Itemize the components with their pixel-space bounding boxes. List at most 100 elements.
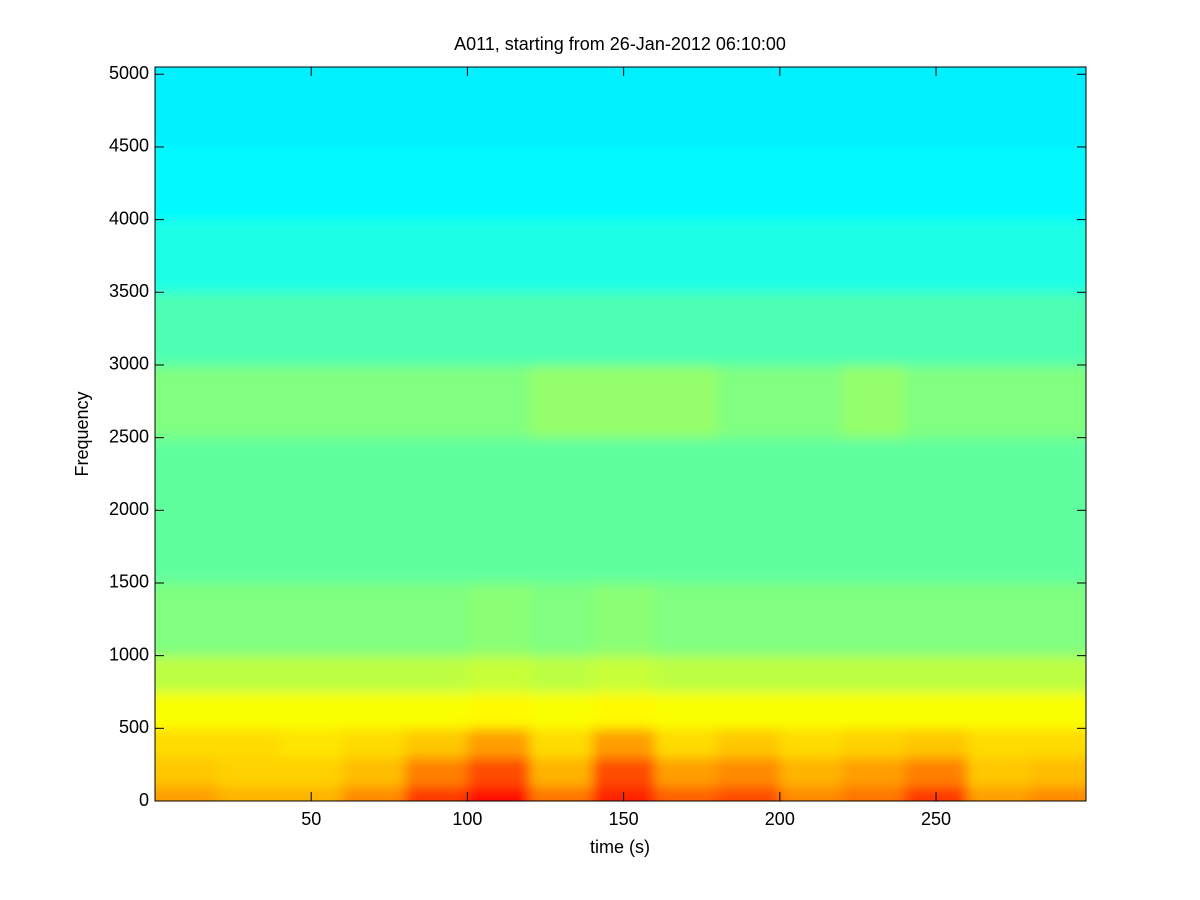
heatmap-cell [155, 728, 218, 758]
heatmap-cell [967, 219, 1031, 293]
heatmap-cell [717, 219, 781, 293]
heatmap-cell [279, 691, 343, 729]
heatmap-cell [779, 219, 843, 293]
heatmap-cell [904, 292, 968, 366]
heatmap-cell [592, 655, 656, 693]
heatmap-cell [904, 510, 968, 584]
heatmap-cell [529, 292, 593, 366]
heatmap-cell [467, 219, 531, 293]
heatmap-cell [779, 691, 843, 729]
heatmap-cell [842, 691, 906, 729]
heatmap-cell [654, 219, 718, 293]
heatmap-cell [654, 757, 718, 787]
heatmap-cell [155, 655, 218, 693]
plot-frame [154, 66, 1087, 802]
heatmap-cell [654, 728, 718, 758]
heatmap-cell [217, 510, 281, 584]
heatmap-cell [404, 757, 468, 787]
heatmap-cell [342, 437, 406, 511]
heatmap-cell [904, 655, 968, 693]
heatmap-cell [779, 786, 843, 801]
heatmap-cell [342, 757, 406, 787]
heatmap-cell [467, 691, 531, 729]
heatmap-cell [404, 655, 468, 693]
heatmap-cell [654, 146, 718, 221]
heatmap-cell [592, 364, 656, 439]
y-tick-label: 2000 [109, 499, 149, 519]
heatmap-cell [217, 292, 281, 366]
heatmap-cell [967, 582, 1031, 657]
heatmap-cell [654, 510, 718, 584]
heatmap-cell [342, 582, 406, 657]
heatmap-cell [967, 655, 1031, 693]
y-tick-label: 1000 [109, 644, 149, 664]
heatmap-cell [717, 728, 781, 758]
heatmap-cell [717, 786, 781, 801]
heatmap-cell [592, 510, 656, 584]
heatmap-cell [1029, 655, 1086, 693]
y-tick-label: 500 [119, 717, 149, 737]
y-axis-label: Frequency [72, 391, 92, 476]
heatmap-cell [904, 67, 968, 148]
heatmap-cell [279, 757, 343, 787]
heatmap-cell [967, 691, 1031, 729]
heatmap-cell [404, 437, 468, 511]
heatmap-cell [529, 691, 593, 729]
heatmap-cell [1029, 728, 1086, 758]
heatmap-cell [217, 655, 281, 693]
heatmap-cell [529, 364, 593, 439]
heatmap-cell [1029, 146, 1086, 221]
heatmap-cell [1029, 219, 1086, 293]
heatmap-cell [1029, 691, 1086, 729]
heatmap-cell [155, 292, 218, 366]
heatmap-cell [529, 786, 593, 801]
heatmap-cell [592, 219, 656, 293]
heatmap-cell [717, 655, 781, 693]
x-axis-label: time (s) [590, 837, 650, 857]
heatmap-cell [404, 67, 468, 148]
heatmap-cell [342, 655, 406, 693]
heatmap-cell [904, 437, 968, 511]
heatmap-cell [342, 364, 406, 439]
heatmap-cell [779, 757, 843, 787]
heatmap-cell [592, 728, 656, 758]
heatmap-cell [529, 510, 593, 584]
heatmap-cell [279, 67, 343, 148]
heatmap-cell [217, 757, 281, 787]
y-tick-label: 4000 [109, 208, 149, 228]
heatmap-cell [592, 757, 656, 787]
heatmap-cell [217, 728, 281, 758]
heatmap-cell [155, 219, 218, 293]
heatmap-cell [967, 757, 1031, 787]
heatmap-cell [342, 510, 406, 584]
heatmap-cell [592, 691, 656, 729]
heatmap [155, 67, 1086, 801]
heatmap-cell [967, 364, 1031, 439]
heatmap-cell [779, 510, 843, 584]
heatmap-cell [904, 728, 968, 758]
heatmap-cell [654, 786, 718, 801]
heatmap-cell [342, 728, 406, 758]
chart-title: A011, starting from 26-Jan-2012 06:10:00 [454, 34, 786, 54]
heatmap-cell [967, 67, 1031, 148]
heatmap-cell [279, 219, 343, 293]
heatmap-cell [717, 582, 781, 657]
heatmap-cell [342, 219, 406, 293]
heatmap-cell [967, 728, 1031, 758]
heatmap-cell [279, 437, 343, 511]
heatmap-cell [529, 219, 593, 293]
heatmap-cell [467, 510, 531, 584]
heatmap-cell [217, 364, 281, 439]
heatmap-cell [654, 655, 718, 693]
axes: 0 500 1000 1500 2000 2500 3000 3500 4000 4500 5000… [109, 63, 1087, 829]
x-tick-label: 150 [609, 809, 639, 829]
heatmap-cell [779, 364, 843, 439]
heatmap-cell [779, 728, 843, 758]
heatmap-cell [842, 67, 906, 148]
y-tick-label: 1500 [109, 572, 149, 592]
heatmap-cell [342, 146, 406, 221]
heatmap-cell [217, 786, 281, 801]
heatmap-cell [1029, 364, 1086, 439]
y-tick-label: 5000 [109, 63, 149, 83]
heatmap-cell [842, 728, 906, 758]
